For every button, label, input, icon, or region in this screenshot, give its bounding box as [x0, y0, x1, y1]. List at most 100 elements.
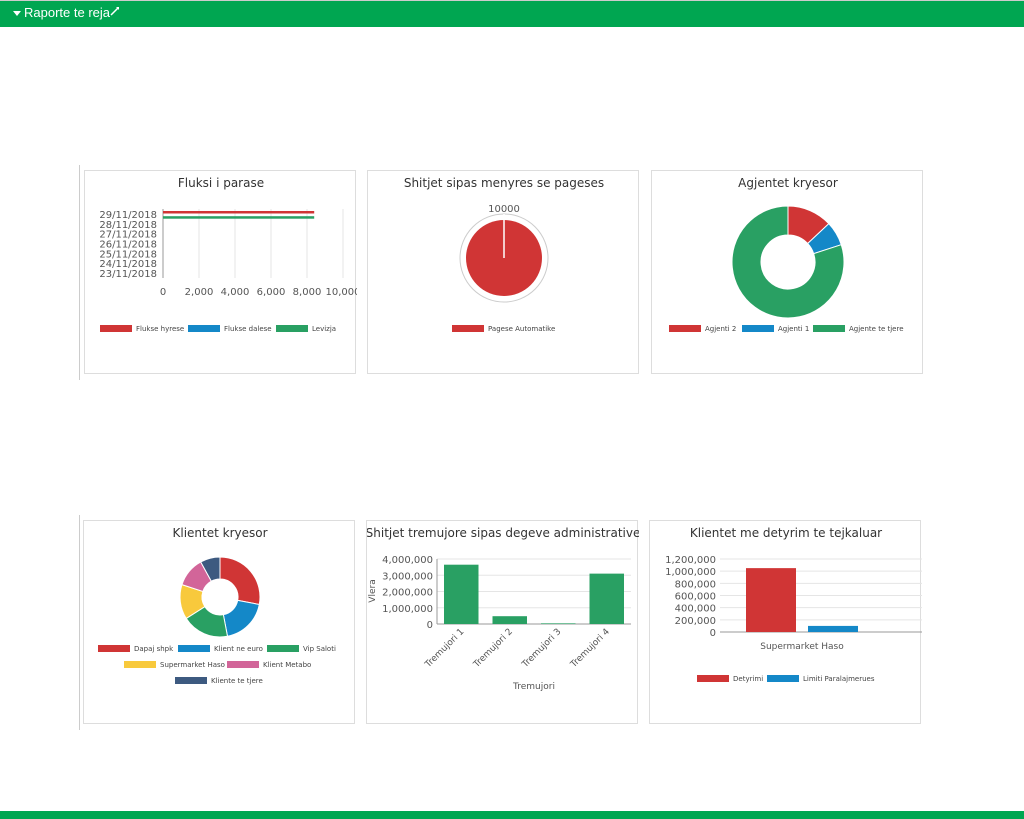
legend-swatch [276, 325, 308, 332]
bar [444, 564, 479, 624]
legend-swatch [175, 677, 207, 684]
chart-title: Shitjet tremujore sipas degeve administr… [367, 526, 639, 540]
y-tick-label: 200,000 [675, 616, 716, 627]
legend-swatch [188, 325, 220, 332]
legend-swatch [767, 675, 799, 682]
x-tick-label: Supermarket Haso [760, 642, 844, 652]
legend-swatch [697, 675, 729, 682]
legend-label: Vip Saloti [303, 645, 336, 653]
bar [541, 623, 576, 624]
y-tick-label: 26/11/2018 [99, 240, 157, 251]
y-tick-label: 0 [710, 628, 716, 639]
x-tick-label: 10,000 [326, 287, 358, 298]
divider-line [79, 165, 80, 380]
bar [746, 568, 796, 632]
chart-title: Klientet me detyrim te tejkaluar [690, 526, 882, 540]
legend-label: Flukse dalese [224, 325, 272, 333]
y-tick-label: 0 [427, 620, 433, 631]
y-tick-label: 1,000,000 [665, 567, 716, 578]
legend-label: Levizja [312, 325, 336, 333]
legend-swatch [124, 661, 156, 668]
chart-panel-detyrim: Klientet me detyrim te tejkaluar 0 200,000… [649, 520, 922, 724]
x-tick-label: 8,000 [293, 287, 322, 298]
y-tick-label: 400,000 [675, 604, 716, 615]
caret-down-icon[interactable] [13, 11, 21, 16]
chart-panel-agjentet: Agjentet kryesor Agjenti 2 Agjenti 1 Agjent… [651, 170, 923, 374]
y-tick-label: 23/11/2018 [99, 269, 157, 280]
y-tick-label: 4,000,000 [382, 555, 433, 566]
x-tick-label: Tremujori 2 [471, 627, 514, 670]
y-tick-label: 1,200,000 [665, 555, 716, 566]
legend-swatch [227, 661, 259, 668]
pie-slice [731, 205, 845, 319]
chart-svg: Klientet me detyrim te tejkaluar 0200,000… [665, 526, 922, 683]
legend-swatch [742, 325, 774, 332]
legend-label: Klient ne euro [214, 645, 263, 653]
y-tick-label: 600,000 [675, 592, 716, 603]
legend-label: Agjenti 2 [705, 325, 736, 333]
legend-label: Kliente te tjere [211, 677, 263, 685]
chart-title: Fluksi i parase [178, 176, 264, 190]
bar [163, 216, 315, 219]
y-tick-label: 27/11/2018 [99, 230, 157, 241]
legend-swatch [178, 645, 210, 652]
legend-label: Supermarket Haso [160, 661, 225, 669]
footer-bar [0, 811, 1024, 819]
legend-label: Pagese Automatike [488, 325, 555, 333]
legend-swatch [669, 325, 701, 332]
y-tick-label: 25/11/2018 [99, 249, 157, 260]
pie-slice [222, 599, 260, 637]
chart-title: Agjentet kryesor [738, 176, 838, 190]
legend-label: Flukse hyrese [136, 325, 184, 333]
x-tick-label: Tremujori 1 [423, 627, 466, 670]
legend-label: Agjenti 1 [778, 325, 809, 333]
x-axis-label: Tremujori [512, 682, 555, 692]
y-tick-label: 1,000,000 [382, 604, 433, 615]
x-tick-label: 4,000 [221, 287, 250, 298]
bar [163, 211, 315, 214]
edit-icon[interactable] [110, 6, 120, 16]
chart-svg: Fluksi i parase 0 2,000 4,000 6,000 8,000 10,0… [99, 176, 358, 333]
y-tick-label: 800,000 [675, 579, 716, 590]
legend-swatch [452, 325, 484, 332]
chart-svg: Shitjet sipas menyres se pageses 10000 Pag… [404, 176, 604, 333]
y-tick-label: 28/11/2018 [99, 220, 157, 231]
x-tick-label: 0 [160, 287, 166, 298]
legend-label: Agjente te tjere [849, 325, 904, 333]
chart-svg: Shitjet tremujore sipas degeve administr… [367, 526, 639, 692]
divider-line [79, 515, 80, 730]
chart-title: Shitjet sipas menyres se pageses [404, 176, 604, 190]
bar [492, 616, 527, 624]
chart-panel-fluksi: Fluksi i parase 0 2,000 4,000 6,000 8,000 10,0… [84, 170, 358, 374]
chart-title: Klientet kryesor [172, 526, 267, 540]
y-tick-label: 2,000,000 [382, 588, 433, 599]
y-axis-label: Vlera [368, 579, 378, 602]
pie-slice [200, 556, 221, 582]
legend-swatch [98, 645, 130, 652]
x-tick-label: 2,000 [185, 287, 214, 298]
section-header[interactable]: Raporte te reja [0, 0, 1024, 27]
bar [808, 625, 858, 632]
legend-label: Detyrimi [733, 675, 763, 683]
legend-label: Limiti Paralajmerues [803, 675, 875, 683]
legend-label: Dapaj shpk [134, 645, 174, 653]
chart-panel-menyra: Shitjet sipas menyres se pageses 10000 Pag… [367, 170, 639, 374]
chart-svg: Klientet kryesor Dapaj shpk Klient ne euro… [98, 526, 336, 685]
legend-swatch [267, 645, 299, 652]
y-tick-label: 3,000,000 [382, 571, 433, 582]
chart-svg: Agjentet kryesor Agjenti 2 Agjenti 1 Agjent… [669, 176, 904, 333]
pie-scale-label: 10000 [488, 204, 520, 215]
x-tick-label: Tremujori 3 [520, 627, 563, 670]
chart-panel-klientet: Klientet kryesor Dapaj shpk Klient ne euro… [83, 520, 355, 724]
pie-slice [219, 556, 261, 606]
x-tick-label: Tremujori 4 [568, 627, 612, 671]
legend-swatch [100, 325, 132, 332]
bar [589, 573, 624, 624]
legend-swatch [813, 325, 845, 332]
y-tick-label: 29/11/2018 [99, 210, 157, 221]
legend-label: Klient Metabo [263, 661, 311, 669]
y-tick-label: 24/11/2018 [99, 259, 157, 270]
section-title: Raporte te reja [24, 5, 110, 20]
chart-panel-tremujore: Shitjet tremujore sipas degeve administr… [366, 520, 639, 724]
x-tick-label: 6,000 [257, 287, 286, 298]
